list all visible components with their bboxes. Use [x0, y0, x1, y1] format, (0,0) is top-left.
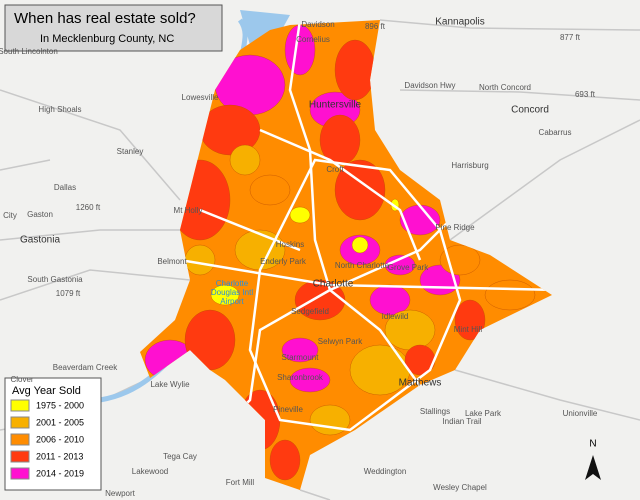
north-label: N — [589, 439, 596, 450]
place-label: Lakewood — [132, 467, 168, 476]
legend-label: 2014 - 2019 — [36, 468, 84, 478]
place-label: North Charlotte — [335, 261, 390, 270]
place-label: Pineville — [273, 405, 303, 414]
place-label: Enderly Park — [260, 257, 307, 266]
place-label: 877 ft — [560, 33, 581, 42]
place-label: Unionville — [563, 409, 598, 418]
place-label: Lowesville — [182, 93, 219, 102]
parcel — [284, 24, 316, 76]
title-box — [4, 4, 223, 52]
parcel — [210, 284, 240, 306]
parcel — [229, 144, 261, 176]
place-label: Gastonia — [20, 235, 60, 246]
legend-swatch — [10, 467, 30, 480]
parcel — [184, 244, 216, 276]
legend-label: 2001 - 2005 — [36, 417, 84, 427]
airport-label: Charlotte — [216, 279, 249, 288]
place-label: Charlotte — [313, 279, 354, 290]
place-label: Grove Park — [388, 263, 429, 272]
place-label: Clover — [10, 375, 33, 384]
place-label: Harrisburg — [451, 161, 488, 170]
parcel — [269, 439, 301, 481]
place-label: High Shoals — [38, 105, 81, 114]
place-label: Cabarrus — [539, 128, 572, 137]
place-label: Stallings — [420, 407, 450, 416]
place-label: Tega Cay — [163, 452, 197, 461]
parcel — [399, 204, 441, 236]
place-label: Lake Park — [465, 409, 502, 418]
parcel — [454, 299, 486, 341]
place-label: Croft — [326, 165, 344, 174]
parcel — [281, 337, 319, 363]
place-label: 1079 ft — [56, 289, 81, 298]
place-label: Mt Holly — [174, 206, 203, 215]
parcel — [309, 404, 351, 436]
legend-label: 2011 - 2013 — [36, 451, 83, 461]
title: When has real estate sold? — [14, 10, 196, 27]
parcel — [351, 236, 369, 254]
place-label: Lake Wylie — [150, 380, 190, 389]
parcel — [289, 367, 331, 393]
place-label: 1260 ft — [76, 203, 101, 212]
parcel — [334, 39, 376, 101]
legend-title: Avg Year Sold — [12, 385, 81, 397]
parcel — [249, 174, 291, 206]
place-label: Stanley — [117, 147, 144, 156]
place-label: North Concord — [479, 83, 531, 92]
place-label: Pine Ridge — [435, 223, 475, 232]
parcel — [319, 114, 361, 166]
legend-swatch — [10, 433, 30, 446]
place-label: Belmont — [157, 257, 187, 266]
place-label: Matthews — [399, 378, 442, 389]
place-label: Beaverdam Creek — [53, 363, 118, 372]
legend-swatch — [10, 399, 30, 412]
parcel — [184, 309, 236, 371]
legend-label: 2006 - 2010 — [36, 434, 84, 444]
place-label: Mint Hill — [454, 325, 483, 334]
place-label: Sedgefield — [291, 307, 329, 316]
place-label: Cornelius — [296, 35, 330, 44]
place-label: Indian Trail — [442, 417, 481, 426]
north-arrow: N — [585, 439, 601, 480]
parcel — [484, 279, 536, 311]
place-label: Starmount — [282, 353, 320, 362]
place-label: Kannapolis — [435, 17, 484, 28]
place-label: Fort Mill — [226, 478, 255, 487]
parcel — [289, 206, 311, 224]
place-label: Sharonbrook — [277, 373, 324, 382]
place-label: 896 ft — [365, 22, 386, 31]
airport-label: Airport — [220, 297, 244, 306]
place-label: Weddington — [364, 467, 407, 476]
place-label: City — [3, 211, 17, 220]
airport-label: Douglas Intl — [211, 288, 253, 297]
subtitle: In Mecklenburg County, NC — [40, 33, 174, 45]
place-label: South Gastonia — [27, 275, 83, 284]
place-label: Hoskins — [276, 240, 304, 249]
place-label: Davidson — [301, 20, 334, 29]
place-label: Dallas — [54, 183, 76, 192]
place-label: South Lincolnton — [0, 47, 58, 56]
place-label: Concord — [511, 105, 549, 116]
north-arrow-shape — [585, 455, 601, 480]
place-label: 693 ft — [575, 90, 596, 99]
legend: Avg Year Sold 1975 - 2000 2001 - 2005 2006… — [4, 377, 102, 491]
parcel — [334, 159, 386, 221]
legend-swatch — [10, 450, 30, 463]
place-label: Huntersville — [309, 100, 362, 111]
legend-label: 1975 - 2000 — [36, 400, 84, 410]
place-label: Newport — [105, 489, 136, 498]
place-label: Davidson Hwy — [404, 81, 455, 90]
place-label: Wesley Chapel — [433, 483, 487, 492]
parcel — [369, 284, 411, 316]
place-label: Idlewild — [382, 312, 409, 321]
place-label: Gaston — [27, 210, 53, 219]
place-label: Selwyn Park — [318, 337, 363, 346]
legend-swatch — [10, 416, 30, 429]
